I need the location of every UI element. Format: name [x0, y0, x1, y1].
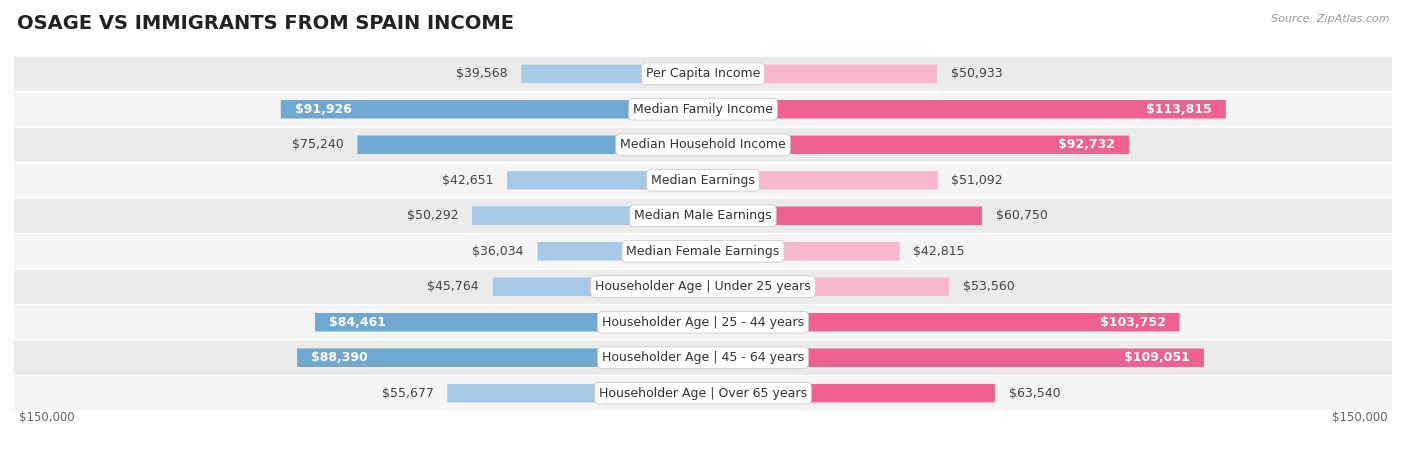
Text: Median Family Income: Median Family Income — [633, 103, 773, 116]
FancyBboxPatch shape — [522, 64, 703, 83]
Text: Per Capita Income: Per Capita Income — [645, 67, 761, 80]
Text: $113,815: $113,815 — [1146, 103, 1212, 116]
FancyBboxPatch shape — [14, 163, 1392, 197]
FancyBboxPatch shape — [14, 376, 1392, 410]
Text: $51,092: $51,092 — [952, 174, 1002, 187]
Text: $88,390: $88,390 — [311, 351, 367, 364]
Text: $55,677: $55,677 — [381, 387, 433, 400]
Text: $60,750: $60,750 — [995, 209, 1047, 222]
FancyBboxPatch shape — [703, 242, 900, 261]
FancyBboxPatch shape — [494, 277, 703, 296]
Text: $92,732: $92,732 — [1059, 138, 1115, 151]
Text: Median Earnings: Median Earnings — [651, 174, 755, 187]
Text: $42,815: $42,815 — [914, 245, 965, 258]
Text: $45,764: $45,764 — [427, 280, 479, 293]
Text: $75,240: $75,240 — [292, 138, 343, 151]
FancyBboxPatch shape — [703, 348, 1204, 367]
Text: $103,752: $103,752 — [1099, 316, 1166, 329]
FancyBboxPatch shape — [703, 135, 1129, 154]
Text: $39,568: $39,568 — [456, 67, 508, 80]
FancyBboxPatch shape — [14, 341, 1392, 375]
FancyBboxPatch shape — [703, 100, 1226, 119]
FancyBboxPatch shape — [703, 171, 938, 190]
FancyBboxPatch shape — [703, 277, 949, 296]
Text: $84,461: $84,461 — [329, 316, 385, 329]
Text: Householder Age | 45 - 64 years: Householder Age | 45 - 64 years — [602, 351, 804, 364]
FancyBboxPatch shape — [703, 206, 981, 225]
Text: OSAGE VS IMMIGRANTS FROM SPAIN INCOME: OSAGE VS IMMIGRANTS FROM SPAIN INCOME — [17, 14, 513, 33]
Text: Householder Age | 25 - 44 years: Householder Age | 25 - 44 years — [602, 316, 804, 329]
Text: $150,000: $150,000 — [1331, 411, 1388, 424]
FancyBboxPatch shape — [315, 313, 703, 332]
Text: Householder Age | Under 25 years: Householder Age | Under 25 years — [595, 280, 811, 293]
FancyBboxPatch shape — [14, 270, 1392, 304]
FancyBboxPatch shape — [297, 348, 703, 367]
Text: $42,651: $42,651 — [441, 174, 494, 187]
FancyBboxPatch shape — [14, 305, 1392, 339]
Text: Householder Age | Over 65 years: Householder Age | Over 65 years — [599, 387, 807, 400]
Text: $36,034: $36,034 — [472, 245, 523, 258]
Text: $150,000: $150,000 — [18, 411, 75, 424]
Text: $63,540: $63,540 — [1008, 387, 1060, 400]
Text: $53,560: $53,560 — [963, 280, 1015, 293]
Text: Median Household Income: Median Household Income — [620, 138, 786, 151]
FancyBboxPatch shape — [14, 234, 1392, 268]
FancyBboxPatch shape — [472, 206, 703, 225]
FancyBboxPatch shape — [703, 313, 1180, 332]
FancyBboxPatch shape — [14, 128, 1392, 162]
FancyBboxPatch shape — [14, 57, 1392, 91]
Text: $50,292: $50,292 — [406, 209, 458, 222]
FancyBboxPatch shape — [281, 100, 703, 119]
FancyBboxPatch shape — [703, 384, 995, 403]
FancyBboxPatch shape — [703, 64, 936, 83]
FancyBboxPatch shape — [14, 92, 1392, 126]
Text: Median Male Earnings: Median Male Earnings — [634, 209, 772, 222]
FancyBboxPatch shape — [537, 242, 703, 261]
FancyBboxPatch shape — [357, 135, 703, 154]
FancyBboxPatch shape — [447, 384, 703, 403]
Text: $109,051: $109,051 — [1125, 351, 1189, 364]
Text: Median Female Earnings: Median Female Earnings — [627, 245, 779, 258]
FancyBboxPatch shape — [14, 199, 1392, 233]
Text: $91,926: $91,926 — [295, 103, 352, 116]
FancyBboxPatch shape — [508, 171, 703, 190]
Text: Source: ZipAtlas.com: Source: ZipAtlas.com — [1271, 14, 1389, 24]
Text: $50,933: $50,933 — [950, 67, 1002, 80]
